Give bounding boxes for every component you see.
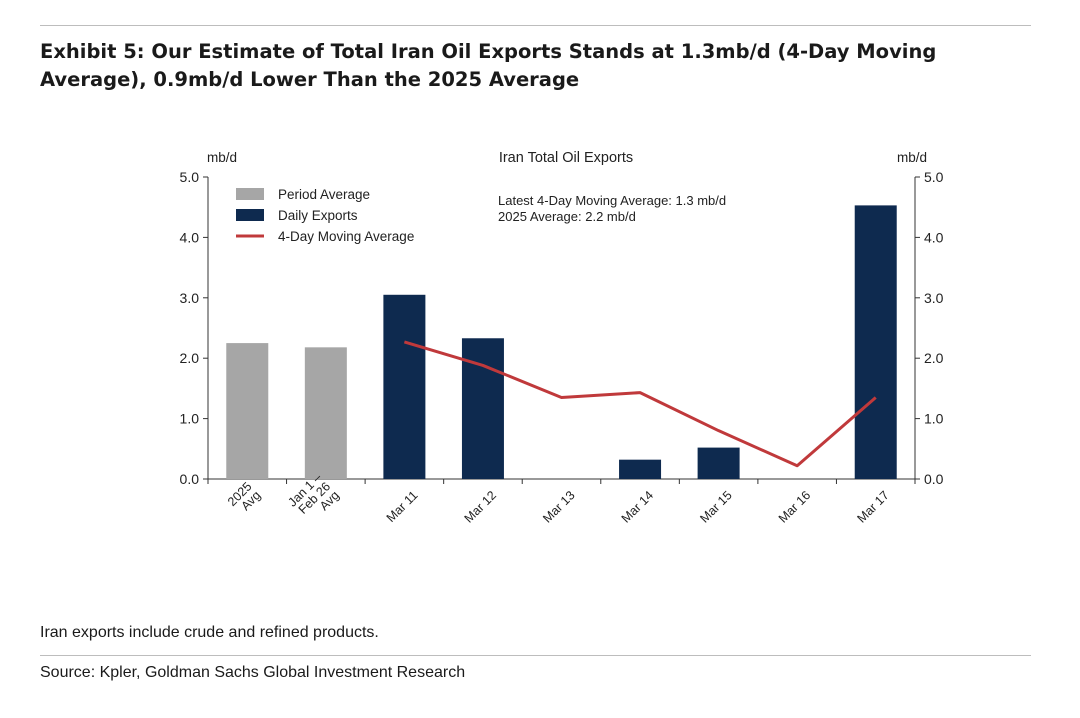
bar-daily-exports (619, 459, 662, 479)
x-tick-label-line: Mar 13 (540, 488, 577, 525)
x-tick-label: Mar 17 (854, 488, 891, 525)
y-axis-label-left: mb/d (207, 150, 237, 165)
annotation-2025-average: 2025 Average: 2.2 mb/d (498, 209, 636, 224)
legend-label-4-day-moving-average: 4-Day Moving Average (278, 229, 414, 244)
y-axis-label-right: mb/d (897, 150, 927, 165)
exhibit-title: Exhibit 5: Our Estimate of Total Iran Oi… (40, 40, 937, 91)
y-tick-label-left: 3.0 (180, 290, 200, 306)
legend-label-daily-exports: Daily Exports (278, 208, 358, 223)
legend-swatch-daily-exports (236, 209, 264, 221)
y-tick-label-right: 3.0 (924, 290, 944, 306)
y-tick-label-right: 4.0 (924, 229, 944, 245)
y-tick-label-right: 0.0 (924, 471, 944, 487)
x-tick-label-line: Mar 16 (776, 488, 813, 525)
x-tick-label: Mar 15 (697, 488, 734, 525)
x-tick-label-line: Mar 17 (854, 488, 891, 525)
x-tick-label: Mar 13 (540, 488, 577, 525)
y-tick-label-right: 1.0 (924, 411, 944, 427)
x-tick-label-line: Mar 12 (462, 488, 499, 525)
x-tick-label: 2025Avg (225, 479, 263, 517)
legend-label-period-average: Period Average (278, 187, 370, 202)
bottom-rule (40, 655, 1031, 656)
y-tick-label-right: 2.0 (924, 350, 944, 366)
top-rule (40, 25, 1031, 26)
bar-daily-exports (697, 447, 740, 479)
chart: Iran Total Oil Exports mb/d mb/d Latest … (180, 150, 944, 528)
x-tick-label: Mar 16 (776, 488, 813, 525)
x-tick-label: Jan 1 –Feb 26Avg (285, 471, 342, 528)
y-tick-label-left: 0.0 (180, 471, 200, 487)
chart-title: Iran Total Oil Exports (499, 150, 633, 166)
line-series-moving-average (403, 340, 877, 468)
y-tick-label-left: 5.0 (180, 169, 200, 185)
y-tick-label-left: 1.0 (180, 411, 200, 427)
x-tick-label: Mar 14 (619, 488, 656, 525)
source-line: Source: Kpler, Goldman Sachs Global Inve… (40, 664, 466, 681)
bar-daily-exports (461, 338, 504, 479)
footnote: Iran exports include crude and refined p… (40, 624, 379, 641)
x-tick-label-line: Mar 15 (697, 488, 734, 525)
bar-period-average (304, 347, 347, 479)
bar-daily-exports (383, 294, 426, 479)
y-tick-label-right: 5.0 (924, 169, 944, 185)
x-tick-label: Mar 11 (384, 488, 421, 525)
y-tick-label-left: 2.0 (180, 350, 200, 366)
legend-swatch-period-average (236, 188, 264, 200)
y-tick-label-left: 4.0 (180, 229, 200, 245)
x-tick-label-line: Mar 11 (384, 488, 421, 525)
bar-period-average (226, 343, 269, 479)
annotation-latest-ma: Latest 4-Day Moving Average: 1.3 mb/d (498, 193, 726, 208)
x-tick-label: Mar 12 (462, 488, 499, 525)
x-tick-label-line: Mar 14 (619, 488, 656, 525)
bar-daily-exports (854, 205, 897, 479)
